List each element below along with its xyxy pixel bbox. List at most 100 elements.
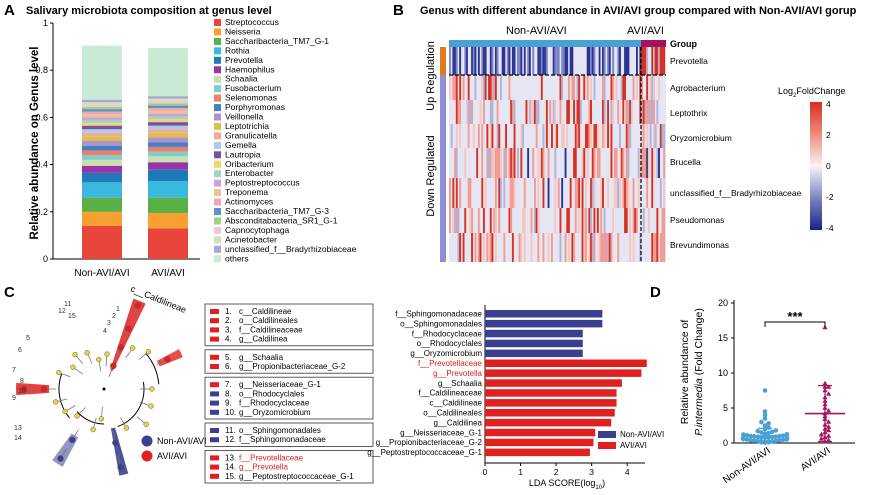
chart-a-bar-segment	[148, 137, 188, 143]
chart-b-heat-cell	[564, 47, 567, 75]
cladogram-node	[149, 386, 155, 392]
chart-b-heat-cell	[559, 75, 562, 100]
chart-b-heat-cell	[661, 233, 664, 262]
chart-b-heat-cell	[500, 178, 502, 208]
chart-b-heat-cell	[591, 233, 594, 262]
chart-b-heat-cell	[508, 148, 511, 178]
chart-b-heat-cell	[537, 233, 540, 262]
chart-b-heat-cell	[483, 208, 485, 233]
chart-b-heat-cell	[574, 148, 577, 178]
chart-a-bar-segment	[148, 125, 188, 130]
chart-b-heat-cell	[552, 47, 555, 75]
chart-a-legend-swatch	[214, 226, 221, 234]
chart-b-heat-cell	[489, 124, 492, 148]
chart-b-heat-cell	[627, 100, 630, 124]
chart-b-heat-cell	[542, 47, 545, 75]
chart-b-heat-cell	[593, 208, 596, 233]
chart-a-legend-swatch	[214, 236, 221, 244]
chart-a-bar-segment	[148, 98, 188, 101]
taxa-key-label: f__Sphingomonadaceae	[239, 435, 326, 444]
taxa-key-number: 8.	[225, 389, 232, 398]
chart-a-xlabels: Non-AVI/AVI AVI/AVI	[74, 268, 184, 279]
chart-b-heat-cell	[576, 178, 579, 208]
chart-b-heat-cell	[591, 148, 594, 178]
chart-b-heat-cell	[607, 47, 609, 75]
taxa-key-swatch	[210, 318, 219, 324]
chart-b-heat-cell	[484, 75, 487, 100]
chart-b-heat-cell	[491, 124, 494, 148]
chart-a-legend-swatch	[214, 85, 221, 93]
chart-b-heat-cell	[632, 178, 635, 208]
chart-b-heat-cell	[535, 100, 538, 124]
chart-b-heat-cell	[481, 178, 484, 208]
chart-d-xlabels: Non-AVI/AVI AVI/AVI	[721, 445, 833, 486]
chart-b-heat-cell	[632, 233, 635, 262]
chart-b-heat-cell	[476, 148, 479, 178]
chart-b-heat-cell	[462, 233, 465, 262]
chart-a-bar-segment	[148, 100, 188, 104]
chart-d-dot	[777, 437, 782, 443]
chart-b-heat-cell	[556, 47, 558, 75]
taxa-key-number: 2.	[225, 316, 232, 325]
taxa-key-swatch	[210, 437, 219, 443]
chart-a-legend-label: Capnocytophaga	[225, 225, 290, 235]
chart-a-bar-segment	[148, 129, 188, 133]
chart-d-dot	[822, 380, 828, 386]
lda-bar	[485, 369, 642, 377]
chart-b-heat-cell	[540, 148, 543, 178]
chart-b-heat-cell	[641, 100, 643, 124]
chart-b-heat-cell	[612, 47, 615, 75]
chart-d-dot	[826, 427, 832, 433]
chart-b-heat-cell	[663, 178, 666, 208]
chart-b-heat-cell	[624, 178, 626, 208]
chart-b-heat-cell	[586, 75, 589, 100]
chart-a-legend-swatch	[214, 245, 221, 253]
chart-b-heat-cell	[590, 178, 592, 208]
taxa-key-number: 14.	[225, 463, 236, 472]
chart-b-heat-cell	[641, 148, 643, 178]
chart-b-heat-cell	[627, 148, 630, 178]
chart-b-heat-cell	[642, 208, 645, 233]
chart-a-legend-swatch	[214, 113, 221, 121]
chart-b-heat-cell	[562, 124, 565, 148]
chart-b-heat-cell	[472, 124, 475, 148]
chart-b-heat-cell	[481, 75, 484, 100]
cladogram-node	[96, 356, 102, 363]
chart-a-legend-label: Haemophilus	[225, 64, 275, 74]
taxa-key-swatch	[210, 336, 219, 342]
chart-b-heat-cell	[503, 47, 506, 75]
chart-b-heat-cell	[619, 124, 621, 148]
cladogram-clade-number: 9	[12, 395, 16, 402]
chart-b-heat-cell	[513, 178, 516, 208]
chart-d-dot	[751, 438, 757, 443]
cladogram-node	[40, 385, 48, 393]
chart-b-heat-cell	[505, 148, 507, 178]
chart-a-ylabel: Relative abundance on Genus level	[29, 46, 41, 239]
chart-b-heat-cell	[639, 75, 642, 100]
taxa-key-boxes: 1. c__Caldilineae 2. o__Caldilineales 3. f__C…	[204, 303, 374, 484]
chart-b-heat-cell	[602, 47, 604, 75]
chart-d-dot	[826, 433, 832, 438]
chart-a-legend-swatch	[214, 56, 221, 64]
chart-b-heat-cell	[588, 124, 591, 148]
chart-b-heat-cell	[454, 75, 456, 100]
chart-b-heat-cell	[477, 208, 480, 233]
chart-a-legend-label: Porphyromonas	[225, 102, 285, 112]
chart-b-colorbar-label: Log2FoldChange	[778, 86, 845, 99]
chart-b-heat-cell	[562, 47, 565, 75]
chart-b-heat-cell	[585, 233, 587, 262]
chart-b-heat-cell	[602, 178, 604, 208]
chart-b-heat-cell	[537, 47, 540, 75]
chart-b-heat-cell	[590, 124, 592, 148]
chart-b-heat-cell	[559, 208, 562, 233]
chart-b-heat-cell	[488, 233, 490, 262]
taxa-key-label: g__Prevotella	[239, 463, 288, 472]
chart-b-heat-cell	[510, 100, 513, 124]
chart-a-legend-label: Peptostreptococcus	[225, 178, 300, 188]
chart-b-heat-cell	[632, 75, 635, 100]
chart-b-heat-cell	[627, 47, 630, 75]
chart-b-heat-cell	[653, 75, 655, 100]
chart-b-heat-cell	[494, 208, 497, 233]
taxa-key-swatch	[210, 400, 219, 406]
